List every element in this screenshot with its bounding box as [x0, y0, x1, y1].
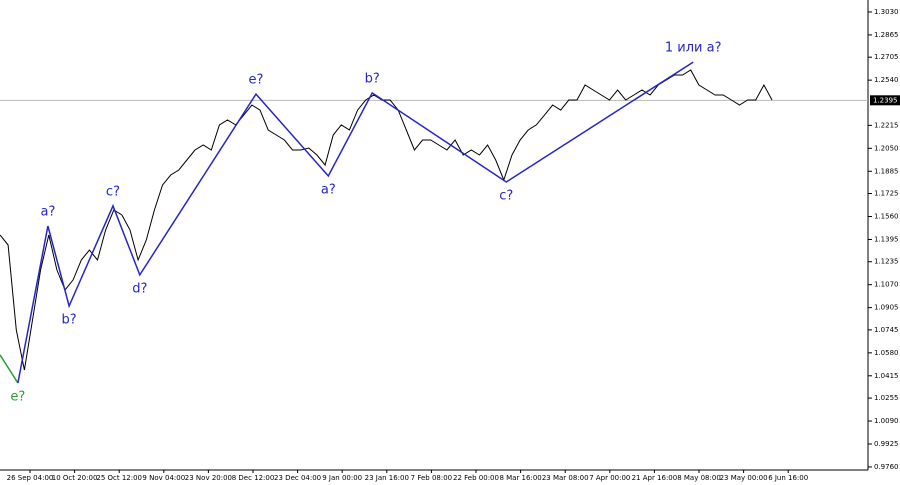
- x-tick-label: 23 May 00:00: [720, 474, 768, 482]
- wave-label: d?: [132, 281, 147, 296]
- wave-label: e?: [249, 73, 264, 88]
- x-tick-label: 21 Apr 16:00: [632, 474, 678, 482]
- wave-label: a?: [41, 204, 56, 219]
- y-tick-label: 1.2540: [874, 76, 899, 84]
- x-tick-label: 25 Oct 12:00: [96, 474, 142, 482]
- y-tick-label: 1.1235: [874, 258, 899, 266]
- y-tick-label: 1.2215: [874, 121, 899, 129]
- x-tick-label: 6 Jun 16:00: [768, 474, 808, 482]
- y-tick-label: 1.0090: [874, 417, 899, 425]
- x-tick-label: 9 Jan 00:00: [322, 474, 362, 482]
- y-tick-label: 1.0905: [874, 304, 899, 312]
- x-tick-label: 8 Dec 12:00: [232, 474, 275, 482]
- price-line: [0, 69, 773, 371]
- y-tick-label: 1.2050: [874, 144, 899, 152]
- x-tick-label: 10 Oct 20:00: [52, 474, 98, 482]
- x-tick-label: 8 May 08:00: [677, 474, 721, 482]
- x-tick-label: 23 Dec 04:00: [274, 474, 321, 482]
- wave-label: 1 или a?: [665, 41, 722, 56]
- y-tick-label: 1.0745: [874, 326, 899, 334]
- x-tick-label: 8 Mar 16:00: [499, 474, 541, 482]
- x-tick-label: 26 Sep 04:00: [7, 474, 54, 482]
- wave-label: c?: [499, 188, 513, 203]
- y-tick-label: 0.9925: [874, 440, 899, 448]
- y-tick-label: 1.3030: [874, 8, 899, 16]
- wave-label: b?: [61, 312, 76, 327]
- x-tick-label: 7 Feb 08:00: [411, 474, 452, 482]
- wave-line: [17, 61, 694, 384]
- wave-line: [0, 354, 19, 384]
- x-tick-label: 22 Feb 00:00: [453, 474, 499, 482]
- y-tick-label: 1.0580: [874, 349, 899, 357]
- y-tick-label: 1.2865: [874, 31, 899, 39]
- y-tick-label: 1.1885: [874, 167, 899, 175]
- x-tick-label: 9 Nov 04:00: [142, 474, 185, 482]
- x-tick-label: 23 Jan 16:00: [365, 474, 409, 482]
- y-tick-label: 0.9760: [874, 463, 899, 471]
- wave-label: c?: [106, 184, 120, 199]
- current-price-label: 1.2395: [873, 96, 898, 104]
- x-tick-label: 23 Nov 20:00: [185, 474, 232, 482]
- y-tick-label: 1.1560: [874, 212, 899, 220]
- y-tick-label: 1.1725: [874, 190, 899, 198]
- wave-label: a?: [321, 183, 336, 198]
- y-tick-label: 1.1395: [874, 235, 899, 243]
- wave-label: b?: [365, 71, 380, 86]
- x-tick-label: 7 Apr 00:00: [589, 474, 630, 482]
- wave-label: e?: [10, 390, 25, 405]
- y-tick-label: 1.2705: [874, 53, 899, 61]
- y-tick-label: 1.1070: [874, 281, 899, 289]
- x-tick-label: 23 Mar 08:00: [542, 474, 589, 482]
- y-tick-label: 1.0415: [874, 372, 899, 380]
- current-price-box: [870, 95, 900, 106]
- y-tick-label: 1.0255: [874, 394, 899, 402]
